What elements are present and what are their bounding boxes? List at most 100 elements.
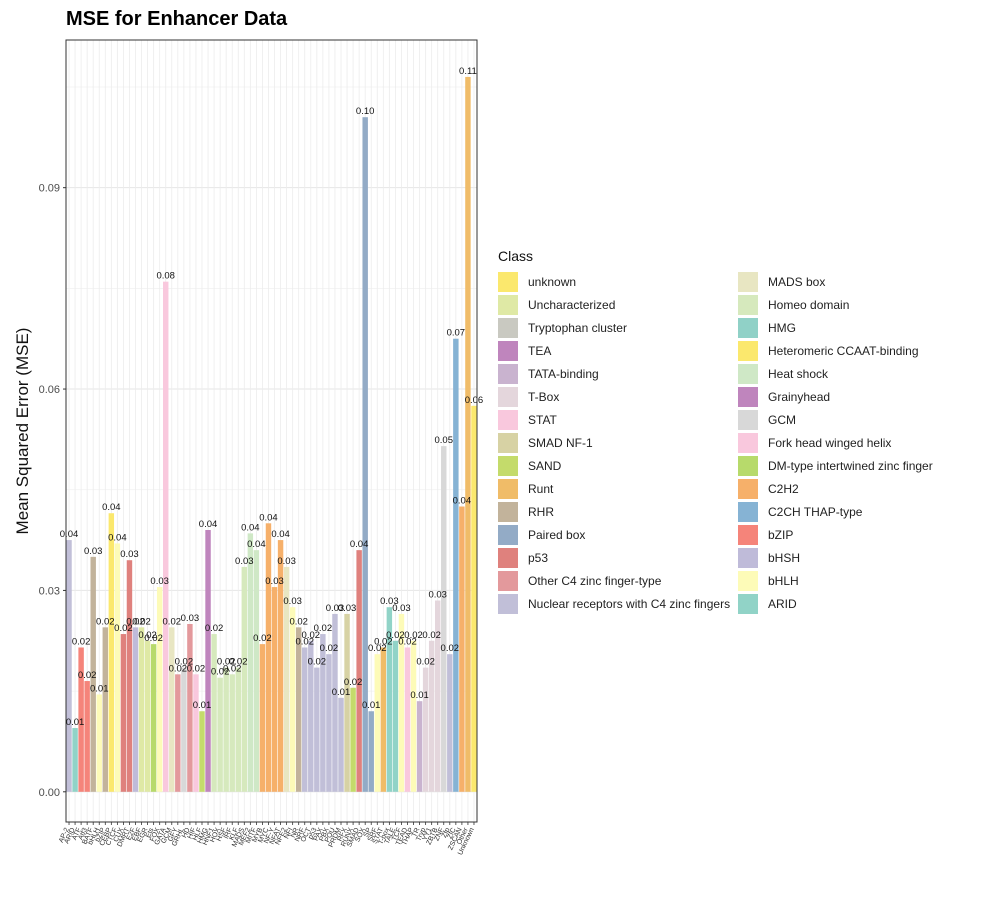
bar xyxy=(138,627,145,792)
legend-swatch xyxy=(498,317,518,338)
legend-swatch xyxy=(738,570,758,591)
legend-item: C2H2 xyxy=(738,477,978,500)
bar-value-label: 0.02 xyxy=(314,623,333,634)
bar-value-label: 0.02 xyxy=(175,657,194,668)
bar xyxy=(84,681,90,792)
bar-value-label: 0.02 xyxy=(368,643,387,654)
bar xyxy=(356,550,362,792)
bar-value-label: 0.04 xyxy=(247,539,266,550)
bar-value-label: 0.02 xyxy=(295,636,314,647)
legend-column: unknown Uncharacterized Tryptophan cluster… xyxy=(498,270,738,615)
bar xyxy=(392,640,399,792)
legend-item: Nuclear receptors with C4 zinc fingers xyxy=(498,592,738,615)
bar xyxy=(308,640,314,792)
x-tick-label: Atf3 xyxy=(77,827,89,841)
legend-swatch xyxy=(498,340,518,361)
legend-swatch xyxy=(738,317,758,338)
bar-value-label: 0.02 xyxy=(422,630,441,641)
legend-item: p53 xyxy=(498,546,738,569)
bar-value-label: 0.03 xyxy=(428,589,447,600)
bar-value-label: 0.03 xyxy=(380,596,399,607)
legend-label: Heteromeric CCAAT-binding xyxy=(768,343,919,358)
legend-swatch xyxy=(738,547,758,568)
bar xyxy=(471,405,477,792)
bar-value-label: 0.01 xyxy=(410,690,429,701)
bar-value-label: 0.02 xyxy=(217,657,236,668)
legend-item: RHR xyxy=(498,500,738,523)
bar-value-label: 0.02 xyxy=(344,677,363,688)
bar-value-label: 0.01 xyxy=(362,700,381,711)
bar-value-label: 0.02 xyxy=(72,636,91,647)
bar xyxy=(410,640,417,792)
bar xyxy=(453,338,459,792)
bar-value-label: 0.02 xyxy=(386,630,405,641)
legend-item: Homeo domain xyxy=(738,293,978,316)
legend-label: GCM xyxy=(768,412,796,427)
legend-label: Runt xyxy=(528,481,554,496)
bar-value-label: 0.03 xyxy=(277,556,296,567)
x-tick-label: HIF xyxy=(187,827,198,840)
chart-title: MSE for Enhancer Data xyxy=(66,8,288,30)
bar xyxy=(447,654,453,792)
bar-value-label: 0.04 xyxy=(453,496,472,507)
bar-chart: 0.040.010.020.020.030.010.020.040.040.02… xyxy=(13,39,483,856)
legend-label: Fork head winged helix xyxy=(768,435,892,450)
x-tick-label: HD xyxy=(181,827,192,839)
legend-swatch xyxy=(498,363,518,384)
bar xyxy=(332,613,338,792)
bar-value-label: 0.02 xyxy=(398,636,417,647)
bar xyxy=(271,587,278,792)
bar xyxy=(441,446,447,792)
bar xyxy=(66,540,72,792)
bar-value-label: 0.02 xyxy=(211,667,230,678)
bar-value-label: 0.03 xyxy=(283,596,302,607)
legend-swatch xyxy=(738,409,758,430)
legend-label: RHR xyxy=(528,504,554,519)
bar-value-label: 0.02 xyxy=(138,630,157,641)
x-tick-label: SP xyxy=(363,827,373,839)
legend-item: GCM xyxy=(738,408,978,431)
legend-swatch xyxy=(738,524,758,545)
bar-value-label: 0.02 xyxy=(132,616,151,627)
legend-item: Runt xyxy=(498,477,738,500)
bar-value-label: 0.04 xyxy=(102,502,121,513)
legend-swatch xyxy=(498,478,518,499)
legend-label: Other C4 zinc finger-type xyxy=(528,573,662,588)
legend-label: p53 xyxy=(528,550,549,565)
bar-value-label: 0.04 xyxy=(259,512,278,523)
legend-swatch xyxy=(498,271,518,292)
bar-labels-group: 0.040.010.020.020.030.010.020.040.040.02… xyxy=(60,66,483,728)
bar-value-label: 0.02 xyxy=(308,657,327,668)
legend-item: Fork head winged helix xyxy=(738,431,978,454)
x-tick-label: Ets xyxy=(145,826,156,839)
x-tick-label: KLF xyxy=(228,827,240,842)
legend-item: T-Box xyxy=(498,385,738,408)
x-tick-label: ATF xyxy=(71,827,83,841)
bar-value-label: 0.03 xyxy=(150,576,169,587)
legend-item: TEA xyxy=(498,339,738,362)
legend-label: bHSH xyxy=(768,550,801,565)
bar xyxy=(283,566,290,792)
legend-label: Heat shock xyxy=(768,366,829,381)
legend-swatch xyxy=(738,340,758,361)
y-tick-label: 0.06 xyxy=(39,384,60,396)
bar xyxy=(229,674,235,792)
bar-value-label: 0.01 xyxy=(66,717,85,728)
bar-value-label: 0.10 xyxy=(356,106,375,117)
x-tick-label: YY1 xyxy=(422,827,434,842)
y-axis-title: Mean Squared Error (MSE) xyxy=(13,328,32,535)
bar-value-label: 0.02 xyxy=(289,616,308,627)
bar-value-label: 0.03 xyxy=(120,549,139,560)
legend-label: TEA xyxy=(528,343,552,358)
legend-label: C2CH THAP-type xyxy=(768,504,863,519)
legend-item: ARID xyxy=(738,592,978,615)
legend-swatch xyxy=(498,294,518,315)
legend-item: Heat shock xyxy=(738,362,978,385)
bar-value-label: 0.04 xyxy=(350,539,369,550)
legend-label: Paired box xyxy=(528,527,586,542)
legend-swatch xyxy=(738,271,758,292)
legend-item: Tryptophan cluster xyxy=(498,316,738,339)
legend-label: unknown xyxy=(528,274,577,289)
legend-swatch xyxy=(498,501,518,522)
legend-item: C2CH THAP-type xyxy=(738,500,978,523)
